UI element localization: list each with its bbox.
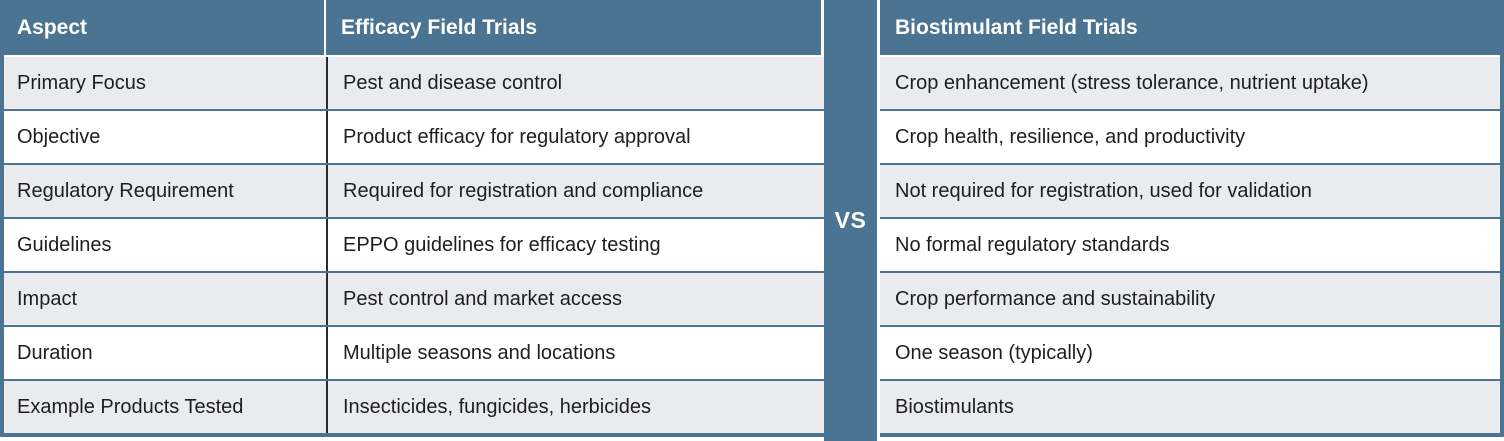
aspect-cell: Regulatory Requirement	[17, 179, 234, 202]
table-row: Impact Pest control and market access	[4, 271, 824, 325]
vs-divider: VS	[824, 0, 877, 441]
aspect-cell: Guidelines	[17, 233, 112, 256]
efficacy-cell: Product efficacy for regulatory approval	[326, 111, 824, 163]
table-row: Crop health, resilience, and productivit…	[880, 109, 1500, 163]
table-row: Crop enhancement (stress tolerance, nutr…	[880, 55, 1500, 109]
table-row: Not required for registration, used for …	[880, 163, 1500, 217]
efficacy-cell: Pest and disease control	[326, 57, 824, 109]
biostimulant-cell: Crop enhancement (stress tolerance, nutr…	[895, 71, 1369, 94]
aspect-cell: Impact	[17, 287, 78, 310]
efficacy-cell: EPPO guidelines for efficacy testing	[326, 219, 824, 271]
table-row: Guidelines EPPO guidelines for efficacy …	[4, 217, 824, 271]
aspect-cell: Duration	[17, 341, 93, 364]
biostimulant-cell: One season (typically)	[895, 341, 1093, 364]
efficacy-cell: Insecticides, fungicides, herbicides	[326, 381, 824, 433]
efficacy-cell: Required for registration and compliance	[326, 165, 824, 217]
efficacy-column-header: Efficacy Field Trials	[326, 0, 824, 55]
aspect-cell: Primary Focus	[17, 71, 146, 94]
biostimulant-cell: Biostimulants	[895, 395, 1014, 418]
aspect-cell: Example Products Tested	[17, 395, 244, 418]
efficacy-table: Aspect Efficacy Field Trials Primary Foc…	[0, 0, 824, 437]
aspect-cell: Objective	[17, 125, 101, 148]
efficacy-cell: Pest control and market access	[326, 273, 824, 325]
biostimulant-cell: Not required for registration, used for …	[895, 179, 1312, 202]
table-row: Duration Multiple seasons and locations	[4, 325, 824, 379]
table-row: Crop performance and sustainability	[880, 271, 1500, 325]
biostimulant-table: Biostimulant Field Trials Crop enhanceme…	[880, 0, 1504, 437]
table-row: Example Products Tested Insecticides, fu…	[4, 379, 824, 433]
table-row: Primary Focus Pest and disease control	[4, 55, 824, 109]
biostimulant-cell: Crop performance and sustainability	[895, 287, 1216, 310]
biostimulant-cell: No formal regulatory standards	[895, 233, 1170, 256]
table-row: Regulatory Requirement Required for regi…	[4, 163, 824, 217]
biostimulant-cell: Crop health, resilience, and productivit…	[895, 125, 1246, 148]
table-row: One season (typically)	[880, 325, 1500, 379]
efficacy-cell: Multiple seasons and locations	[326, 327, 824, 379]
table-row: Objective Product efficacy for regulator…	[4, 109, 824, 163]
aspect-column-header: Aspect	[4, 0, 326, 55]
table-row: No formal regulatory standards	[880, 217, 1500, 271]
biostimulant-column-header: Biostimulant Field Trials	[895, 15, 1138, 39]
right-header-row: Biostimulant Field Trials	[880, 0, 1500, 55]
table-row: Biostimulants	[880, 379, 1500, 433]
left-header-row: Aspect Efficacy Field Trials	[4, 0, 824, 55]
